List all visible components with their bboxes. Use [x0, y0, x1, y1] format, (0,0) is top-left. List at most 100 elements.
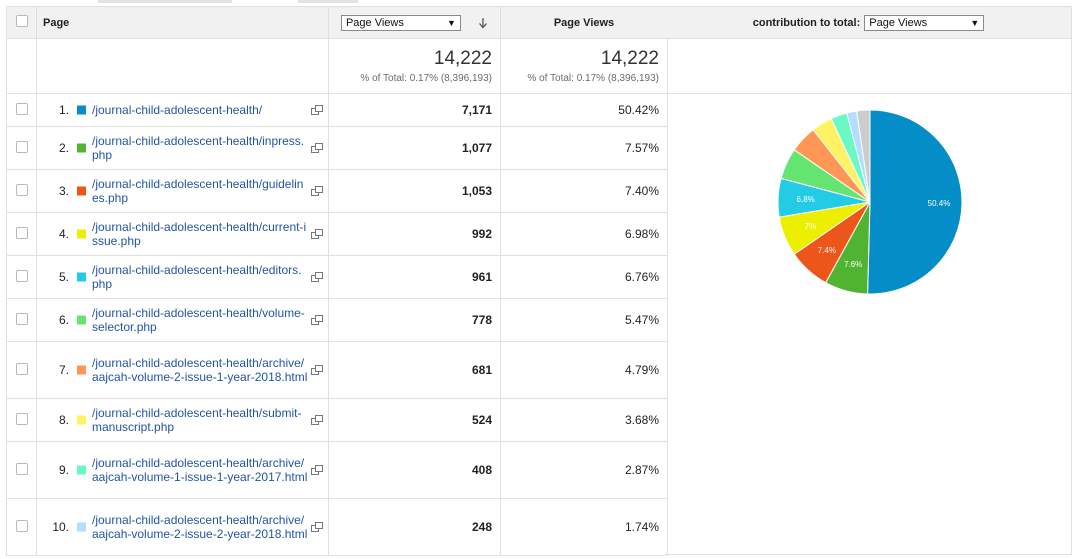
page-cell: 5. /journal-child-adolescent-health/edit… [36, 255, 329, 299]
pageviews-value: 778 [328, 298, 501, 342]
open-page-icon[interactable] [311, 272, 323, 282]
page-cell: 4. /journal-child-adolescent-health/curr… [36, 212, 329, 256]
page-link[interactable]: /journal-child-adolescent-health/volume-… [92, 306, 305, 334]
pageviews-value: 524 [328, 398, 501, 442]
open-page-icon[interactable] [311, 522, 323, 532]
pie-slice-label: 7% [805, 222, 817, 231]
legend-swatch [77, 315, 86, 325]
table-row: 9. /journal-child-adolescent-health/arch… [6, 441, 668, 499]
legend-swatch [77, 415, 86, 425]
contribution-select[interactable]: Page Views ▼ [864, 14, 985, 31]
total-value: 14,222 [433, 48, 492, 69]
page-column-header[interactable]: Page [36, 6, 329, 39]
row-checkbox-cell [6, 93, 37, 127]
pageviews-percent: 4.79% [500, 341, 668, 399]
page-link[interactable]: /journal-child-adolescent-health/archive… [92, 513, 308, 541]
open-page-icon[interactable] [311, 415, 323, 425]
row-index: 1. [58, 103, 69, 117]
pageviews-percent: 6.76% [500, 255, 668, 299]
row-checkbox[interactable] [15, 226, 28, 239]
open-page-icon[interactable] [311, 186, 323, 196]
pie-slice-label: 7.6% [844, 260, 862, 269]
page-cell: 3. /journal-child-adolescent-health/guid… [36, 169, 329, 213]
open-page-icon[interactable] [311, 143, 323, 153]
total-subtext: % of Total: 0.17% (8,396,193) [527, 73, 659, 84]
row-checkbox[interactable] [15, 362, 28, 375]
legend-swatch [77, 229, 86, 239]
metric-select[interactable]: Page Views ▼ [340, 14, 461, 31]
open-page-icon[interactable] [311, 465, 323, 475]
row-index: 4. [58, 227, 69, 241]
page-link[interactable]: /journal-child-adolescent-health/guideli… [92, 177, 304, 205]
row-index: 2. [58, 141, 69, 155]
legend-swatch [77, 522, 86, 532]
row-checkbox-cell [6, 212, 37, 256]
pie-slice[interactable] [867, 109, 963, 295]
dropdown-arrow-icon: ▼ [970, 17, 980, 28]
top-strip [0, 0, 1077, 6]
page-cell: 6. /journal-child-adolescent-health/volu… [36, 298, 329, 342]
row-checkbox-cell [6, 255, 37, 299]
row-index: 7. [58, 363, 69, 377]
page-link[interactable]: /journal-child-adolescent-health/archive… [92, 356, 308, 384]
metric-column-header[interactable]: Page Views [500, 6, 668, 39]
page-cell: 7. /journal-child-adolescent-health/arch… [36, 341, 329, 399]
pageviews-percent: 6.98% [500, 212, 668, 256]
pie-slice[interactable] [856, 109, 871, 203]
page-link[interactable]: /journal-child-adolescent-health/current… [92, 220, 307, 248]
pageviews-value: 681 [328, 341, 501, 399]
legend-swatch [77, 143, 86, 153]
legend-swatch [77, 186, 86, 196]
page-link[interactable]: /journal-child-adolescent-health/editors… [92, 263, 302, 291]
open-page-icon[interactable] [311, 105, 323, 115]
page-link[interactable]: /journal-child-adolescent-health/submit-… [92, 406, 302, 434]
open-page-icon[interactable] [311, 365, 323, 375]
report-table: Page Page Views ▼ Page Views 14, [6, 6, 668, 556]
row-checkbox[interactable] [15, 462, 28, 475]
row-index: 9. [58, 463, 69, 477]
table-row: 5. /journal-child-adolescent-health/edit… [6, 255, 668, 299]
metric-select-header: Page Views ▼ [328, 6, 501, 39]
page-link[interactable]: /journal-child-adolescent-health/archive… [92, 456, 308, 484]
page-cell: 10. /journal-child-adolescent-health/arc… [36, 498, 329, 556]
metric-select-value: Page Views [345, 16, 404, 29]
dropdown-arrow-icon: ▼ [447, 17, 456, 28]
page-link[interactable]: /journal-child-adolescent-health/inpress… [92, 134, 305, 162]
open-page-icon[interactable] [311, 229, 323, 239]
page-cell: 1. /journal-child-adolescent-health/ [36, 93, 329, 127]
row-checkbox-cell [6, 341, 37, 399]
pageviews-value: 992 [328, 212, 501, 256]
row-index: 8. [58, 413, 69, 427]
select-all-cell [6, 6, 37, 39]
page-cell: 9. /journal-child-adolescent-health/arch… [36, 441, 329, 499]
row-checkbox-cell [6, 169, 37, 213]
totals-row: 14,222 % of Total: 0.17% (8,396,193) 14,… [6, 38, 668, 94]
row-checkbox[interactable] [15, 102, 28, 115]
totals-blank [6, 38, 37, 94]
table-row: 7. /journal-child-adolescent-health/arch… [6, 341, 668, 399]
select-all-checkbox[interactable] [15, 15, 28, 27]
row-checkbox-cell [6, 298, 37, 342]
pageviews-value: 248 [328, 498, 501, 556]
open-page-icon[interactable] [311, 315, 323, 325]
contribution-label: contribution to total: [752, 16, 861, 29]
row-checkbox[interactable] [15, 412, 28, 425]
row-index: 5. [58, 270, 69, 284]
table-row: 6. /journal-child-adolescent-health/volu… [6, 298, 668, 342]
pageviews-percent: 50.42% [500, 93, 668, 127]
table-row: 1. /journal-child-adolescent-health/ 7,1… [6, 93, 668, 127]
row-checkbox[interactable] [15, 183, 28, 196]
row-checkbox-cell [6, 498, 37, 556]
row-checkbox[interactable] [15, 519, 28, 532]
sort-descending-icon[interactable] [478, 17, 488, 29]
legend-swatch [77, 105, 86, 115]
table-row: 4. /journal-child-adolescent-health/curr… [6, 212, 668, 256]
page-link[interactable]: /journal-child-adolescent-health/ [92, 103, 263, 117]
legend-swatch [77, 365, 86, 375]
table-header: Page Page Views ▼ Page Views [6, 6, 668, 39]
row-checkbox[interactable] [15, 140, 28, 153]
pageviews-percent: 7.57% [500, 126, 668, 170]
row-checkbox[interactable] [15, 312, 28, 325]
row-checkbox[interactable] [15, 269, 28, 282]
legend-swatch [77, 465, 86, 475]
